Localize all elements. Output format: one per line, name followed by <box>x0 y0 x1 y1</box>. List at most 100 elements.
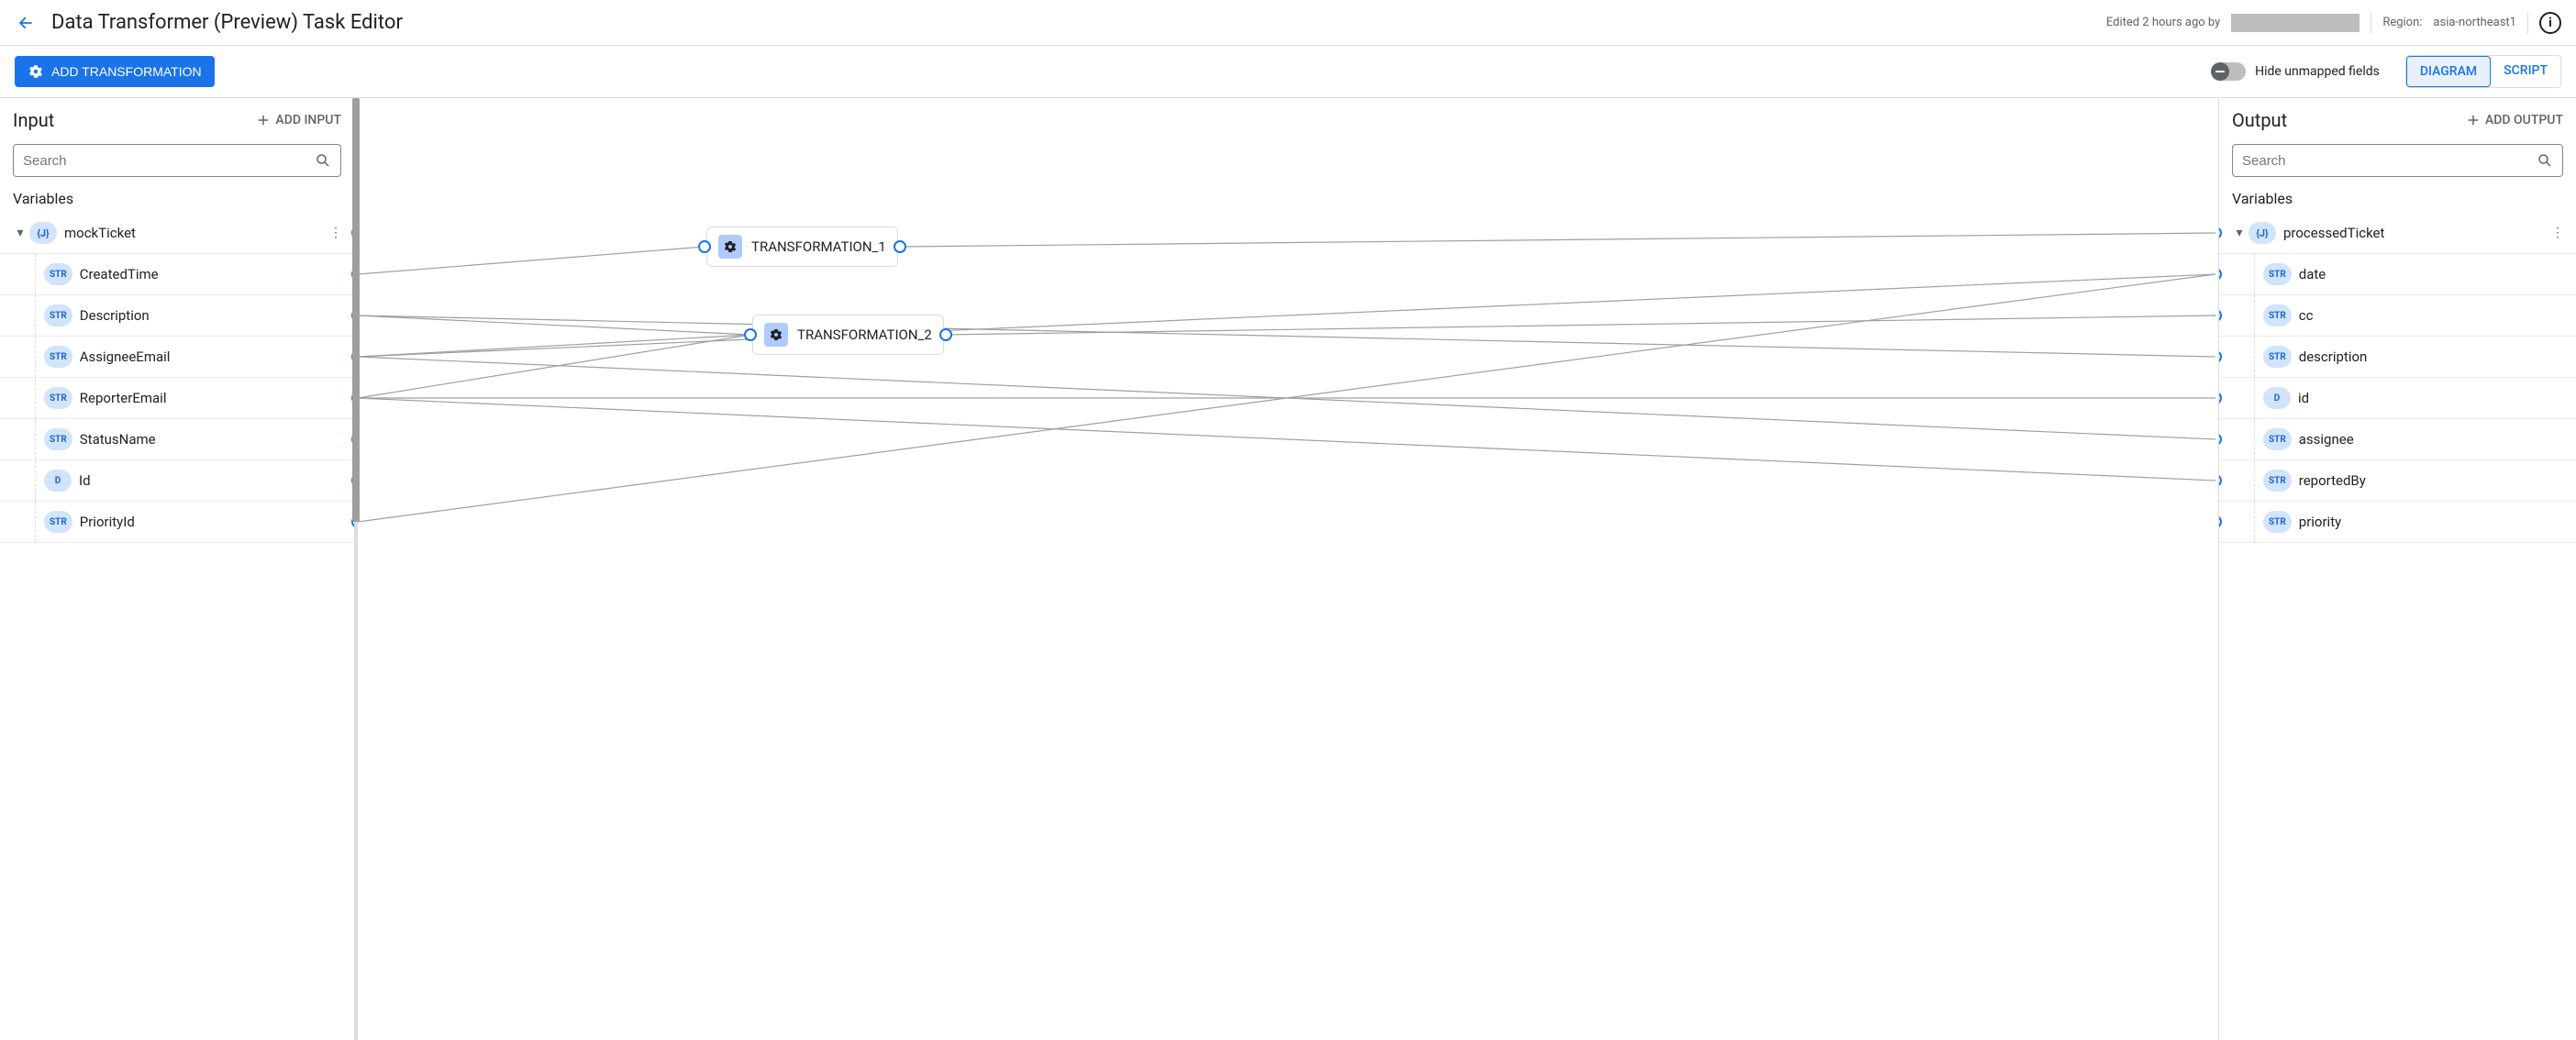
variable-root[interactable]: ▾{J} processedTicket⋮ <box>2219 213 2576 254</box>
field-row[interactable]: STRdate <box>2219 253 2576 295</box>
back-button[interactable] <box>15 12 37 34</box>
port[interactable] <box>2219 350 2222 363</box>
row-menu-button[interactable]: ⋮ <box>325 222 347 244</box>
port[interactable] <box>698 240 711 253</box>
add-output-button[interactable]: ADD OUTPUT <box>2465 112 2563 128</box>
variable-root[interactable]: ▾{J}mockTicket⋮ <box>0 213 354 254</box>
field-row[interactable]: STR assignee <box>2219 418 2576 460</box>
info-button[interactable]: i <box>2539 12 2561 34</box>
arrow-left-icon <box>17 15 34 31</box>
region-label: Region: <box>2382 16 2422 29</box>
output-panel: Output ADD OUTPUT Variables ▾{J}processe… <box>2218 98 2576 1040</box>
add-transformation-label: ADD TRANSFORMATION <box>51 64 202 79</box>
input-search-field[interactable] <box>23 153 307 169</box>
search-icon <box>2537 152 2553 169</box>
type-badge: STR <box>44 511 72 533</box>
gear-icon <box>764 323 788 347</box>
field-row[interactable]: STRReporterEmail <box>0 377 354 419</box>
region-value: asia-northeast1 <box>2433 16 2516 29</box>
port[interactable] <box>2219 268 2222 281</box>
port[interactable] <box>2219 392 2222 404</box>
field-name: description <box>2299 349 2569 365</box>
port[interactable] <box>939 328 952 341</box>
gear-icon <box>718 235 742 259</box>
hide-unmapped-toggle-row: Hide unmapped fields <box>2213 62 2380 81</box>
type-badge: STR <box>2263 511 2292 533</box>
field-row[interactable]: STRAssigneeEmail <box>0 336 354 378</box>
add-input-button[interactable]: ADD INPUT <box>255 112 341 128</box>
type-badge: STR <box>44 263 72 285</box>
transformation-node[interactable]: TRANSFORMATION_1 <box>706 227 898 267</box>
resize-handle[interactable] <box>352 98 360 522</box>
plus-icon <box>2465 112 2482 128</box>
node-label: TRANSFORMATION_1 <box>751 238 886 255</box>
user-chip <box>2231 14 2359 32</box>
field-name: StatusName <box>80 431 347 448</box>
edge <box>900 233 2215 247</box>
tab-diagram[interactable]: DIAGRAM <box>2406 56 2491 87</box>
hide-unmapped-toggle[interactable] <box>2213 62 2246 81</box>
divider <box>2527 12 2528 34</box>
plus-icon <box>255 112 272 128</box>
field-name: assignee <box>2299 431 2569 448</box>
edge <box>358 274 2215 357</box>
output-search[interactable] <box>2232 144 2563 177</box>
field-name: priority <box>2299 514 2569 530</box>
field-name: id <box>2298 390 2569 406</box>
transformation-node[interactable]: TRANSFORMATION_2 <box>752 315 944 355</box>
field-name: Id <box>79 472 347 489</box>
field-row[interactable]: STR StatusName <box>0 418 354 460</box>
add-transformation-button[interactable]: ADD TRANSFORMATION <box>15 56 215 87</box>
input-title: Input <box>13 109 54 131</box>
output-search-field[interactable] <box>2242 153 2529 169</box>
canvas[interactable]: TRANSFORMATION_1 TRANSFORMATION_2 <box>358 98 2218 1040</box>
field-row[interactable]: STRCreatedTime <box>0 253 354 295</box>
port[interactable] <box>744 328 757 341</box>
field-row[interactable]: STR description <box>2219 336 2576 378</box>
row-menu-button[interactable]: ⋮ <box>2547 222 2569 244</box>
type-badge: STR <box>2263 304 2292 326</box>
type-badge: STR <box>2263 428 2292 450</box>
header: Data Transformer (Preview) Task Editor E… <box>0 0 2576 46</box>
toolbar: ADD TRANSFORMATION Hide unmapped fields … <box>0 46 2576 98</box>
tab-script[interactable]: SCRIPT <box>2491 56 2560 87</box>
port[interactable] <box>2219 227 2222 239</box>
search-icon <box>315 152 331 169</box>
edge <box>358 247 705 274</box>
port[interactable] <box>2219 433 2222 446</box>
type-badge: D <box>44 470 72 492</box>
field-name: cc <box>2299 307 2569 324</box>
type-badge: STR <box>44 428 72 450</box>
type-badge: STR <box>2263 346 2292 368</box>
chevron-down-icon[interactable]: ▾ <box>2230 226 2248 240</box>
variable-name: processedTicket <box>2283 225 2547 241</box>
type-badge: STR <box>2263 470 2292 492</box>
gear-icon <box>28 63 44 80</box>
field-row[interactable]: Did <box>2219 377 2576 419</box>
field-row[interactable]: D Id <box>0 459 354 502</box>
chevron-down-icon[interactable]: ▾ <box>11 226 29 240</box>
port[interactable] <box>894 240 906 253</box>
field-row[interactable]: STR priority <box>2219 501 2576 543</box>
output-tree: ▾{J}processedTicket⋮STRdateSTRccSTRdescr… <box>2219 213 2576 1040</box>
field-row[interactable]: STR cc <box>2219 294 2576 337</box>
field-name: date <box>2299 266 2569 282</box>
field-row[interactable]: STR reportedBy <box>2219 459 2576 502</box>
node-label: TRANSFORMATION_2 <box>797 326 932 343</box>
add-output-label: ADD OUTPUT <box>2485 113 2563 127</box>
field-name: AssigneeEmail <box>80 349 347 365</box>
port[interactable] <box>2219 515 2222 528</box>
edges-layer <box>358 98 2218 1040</box>
type-badge: D <box>2263 387 2291 409</box>
input-search[interactable] <box>13 144 341 177</box>
output-title: Output <box>2232 109 2287 131</box>
port[interactable] <box>2219 474 2222 487</box>
workspace: Input ADD INPUT Variables ▾{J}mockTicket… <box>0 98 2576 1040</box>
field-name: reportedBy <box>2299 472 2569 489</box>
field-row[interactable]: STRPriorityId <box>0 501 354 543</box>
type-badge: {J} <box>29 222 57 244</box>
field-row[interactable]: STRDescription <box>0 294 354 337</box>
type-badge: {J} <box>2248 222 2276 244</box>
edge <box>358 315 2215 357</box>
port[interactable] <box>2219 309 2222 322</box>
